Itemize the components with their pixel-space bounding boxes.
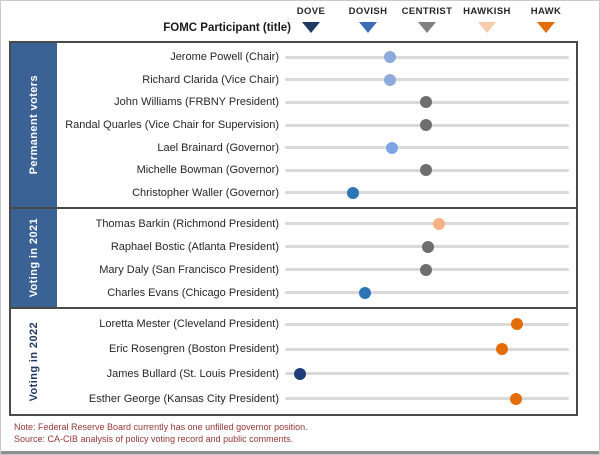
stance-dot bbox=[294, 367, 307, 380]
stance-track bbox=[285, 141, 569, 154]
stance-track bbox=[285, 186, 569, 199]
participant-row: Esther George (Kansas City President) bbox=[57, 386, 576, 411]
participant-row: Raphael Bostic (Atlanta President) bbox=[57, 235, 576, 258]
chart-sections: Permanent voters Jerome Powell (Chair) Ric… bbox=[9, 41, 578, 416]
section-rows: Jerome Powell (Chair) Richard Clarida (Vi… bbox=[57, 43, 576, 207]
stance-track bbox=[285, 240, 569, 253]
stance-track bbox=[285, 51, 569, 64]
stance-track bbox=[285, 286, 569, 299]
participant-row: Mary Daly (San Francisco President) bbox=[57, 258, 576, 281]
participant-row: James Bullard (St. Louis President) bbox=[57, 362, 576, 387]
stance-track bbox=[285, 164, 569, 177]
participant-row: Michelle Bowman (Governor) bbox=[57, 159, 576, 182]
legend-item-centrist: CENTRIST bbox=[392, 6, 462, 33]
participant-name: Esther George (Kansas City President) bbox=[88, 392, 279, 405]
triangle-marker-icon bbox=[302, 22, 320, 33]
triangle-marker-icon bbox=[478, 22, 496, 33]
legend-label: DOVE bbox=[296, 6, 326, 17]
section-label: Voting in 2022 bbox=[28, 321, 40, 402]
legend-label: HAWK bbox=[530, 6, 562, 17]
triangle-marker-icon bbox=[418, 22, 436, 33]
participant-name: Charles Evans (Chicago President) bbox=[107, 286, 279, 299]
participant-row: Jerome Powell (Chair) bbox=[57, 46, 576, 69]
stance-track bbox=[285, 96, 569, 109]
stance-dot bbox=[384, 51, 397, 64]
footnote: Note: Federal Reserve Board currently ha… bbox=[14, 421, 308, 445]
stance-dot bbox=[510, 318, 523, 331]
stance-dot bbox=[421, 240, 434, 253]
stance-track bbox=[285, 73, 569, 86]
participant-name: Michelle Bowman (Governor) bbox=[136, 164, 279, 177]
stance-track bbox=[285, 119, 569, 132]
stance-track bbox=[285, 318, 569, 331]
stance-dot bbox=[495, 343, 508, 356]
stance-dot bbox=[420, 164, 433, 177]
participant-name: Richard Clarida (Vice Chair) bbox=[142, 73, 279, 86]
participant-name: Thomas Barkin (Richmond President) bbox=[95, 217, 279, 230]
stance-track bbox=[285, 263, 569, 276]
participant-name: Christopher Waller (Governor) bbox=[132, 186, 279, 199]
section-voting-in-2021: Voting in 2021 Thomas Barkin (Richmond Pr… bbox=[9, 207, 578, 309]
triangle-marker-icon bbox=[537, 22, 555, 33]
legend-item-hawk: HAWK bbox=[511, 6, 581, 33]
participant-name: John Williams (FRBNY President) bbox=[114, 96, 279, 109]
participant-name: Loretta Mester (Cleveland President) bbox=[99, 318, 279, 331]
participant-name: Randal Quarles (Vice Chair for Supervisi… bbox=[65, 119, 279, 132]
participant-row: Lael Brainard (Governor) bbox=[57, 136, 576, 159]
participant-row: Loretta Mester (Cleveland President) bbox=[57, 312, 576, 337]
participant-row: Randal Quarles (Vice Chair for Supervisi… bbox=[57, 114, 576, 137]
section-sidebar: Voting in 2021 bbox=[11, 209, 57, 307]
legend-item-dove: DOVE bbox=[276, 6, 346, 33]
legend-label: DOVISH bbox=[348, 6, 388, 17]
stance-track bbox=[285, 392, 569, 405]
section-sidebar: Voting in 2022 bbox=[11, 309, 57, 414]
stance-dot bbox=[420, 119, 433, 132]
participant-name: Raphael Bostic (Atlanta President) bbox=[110, 240, 279, 253]
section-label: Permanent voters bbox=[28, 75, 40, 175]
triangle-marker-icon bbox=[359, 22, 377, 33]
stance-track bbox=[285, 217, 569, 230]
section-voting-in-2022: Voting in 2022 Loretta Mester (Cleveland … bbox=[9, 307, 578, 416]
stance-dot bbox=[359, 286, 372, 299]
section-sidebar: Permanent voters bbox=[11, 43, 57, 207]
participant-row: Charles Evans (Chicago President) bbox=[57, 281, 576, 304]
legend-label: HAWKISH bbox=[463, 6, 511, 17]
participant-row: Christopher Waller (Governor) bbox=[57, 181, 576, 204]
section-permanent-voters: Permanent voters Jerome Powell (Chair) Ric… bbox=[9, 41, 578, 209]
participant-name: James Bullard (St. Louis President) bbox=[106, 367, 279, 380]
participant-name: Jerome Powell (Chair) bbox=[170, 51, 279, 64]
bottom-divider bbox=[1, 451, 599, 454]
stance-dot bbox=[509, 392, 522, 405]
section-rows: Thomas Barkin (Richmond President) Raphae… bbox=[57, 209, 576, 307]
participant-row: Thomas Barkin (Richmond President) bbox=[57, 212, 576, 235]
stance-dot bbox=[420, 263, 433, 276]
stance-dot bbox=[419, 96, 432, 109]
participant-name: Mary Daly (San Francisco President) bbox=[99, 263, 279, 276]
participant-row: Richard Clarida (Vice Chair) bbox=[57, 69, 576, 92]
stance-dot bbox=[433, 217, 446, 230]
stance-dot bbox=[347, 186, 360, 199]
section-rows: Loretta Mester (Cleveland President) Eric… bbox=[57, 309, 576, 414]
stance-dot bbox=[384, 73, 397, 86]
legend-label: CENTRIST bbox=[401, 6, 453, 17]
participant-name: Lael Brainard (Governor) bbox=[157, 141, 279, 154]
participant-column-title: FOMC Participant (title) bbox=[163, 22, 291, 34]
section-label: Voting in 2021 bbox=[28, 218, 40, 298]
participant-row: Eric Rosengren (Boston President) bbox=[57, 337, 576, 362]
stance-dot bbox=[386, 141, 399, 154]
participant-row: John Williams (FRBNY President) bbox=[57, 91, 576, 114]
legend-item-dovish: DOVISH bbox=[333, 6, 403, 33]
stance-track bbox=[285, 343, 569, 356]
legend-item-hawkish: HAWKISH bbox=[452, 6, 522, 33]
participant-name: Eric Rosengren (Boston President) bbox=[109, 343, 279, 356]
footnote-source: Source: CA-CIB analysis of policy voting… bbox=[14, 434, 294, 444]
stance-track bbox=[285, 367, 569, 380]
footnote-note: Note: Federal Reserve Board currently ha… bbox=[14, 422, 308, 432]
